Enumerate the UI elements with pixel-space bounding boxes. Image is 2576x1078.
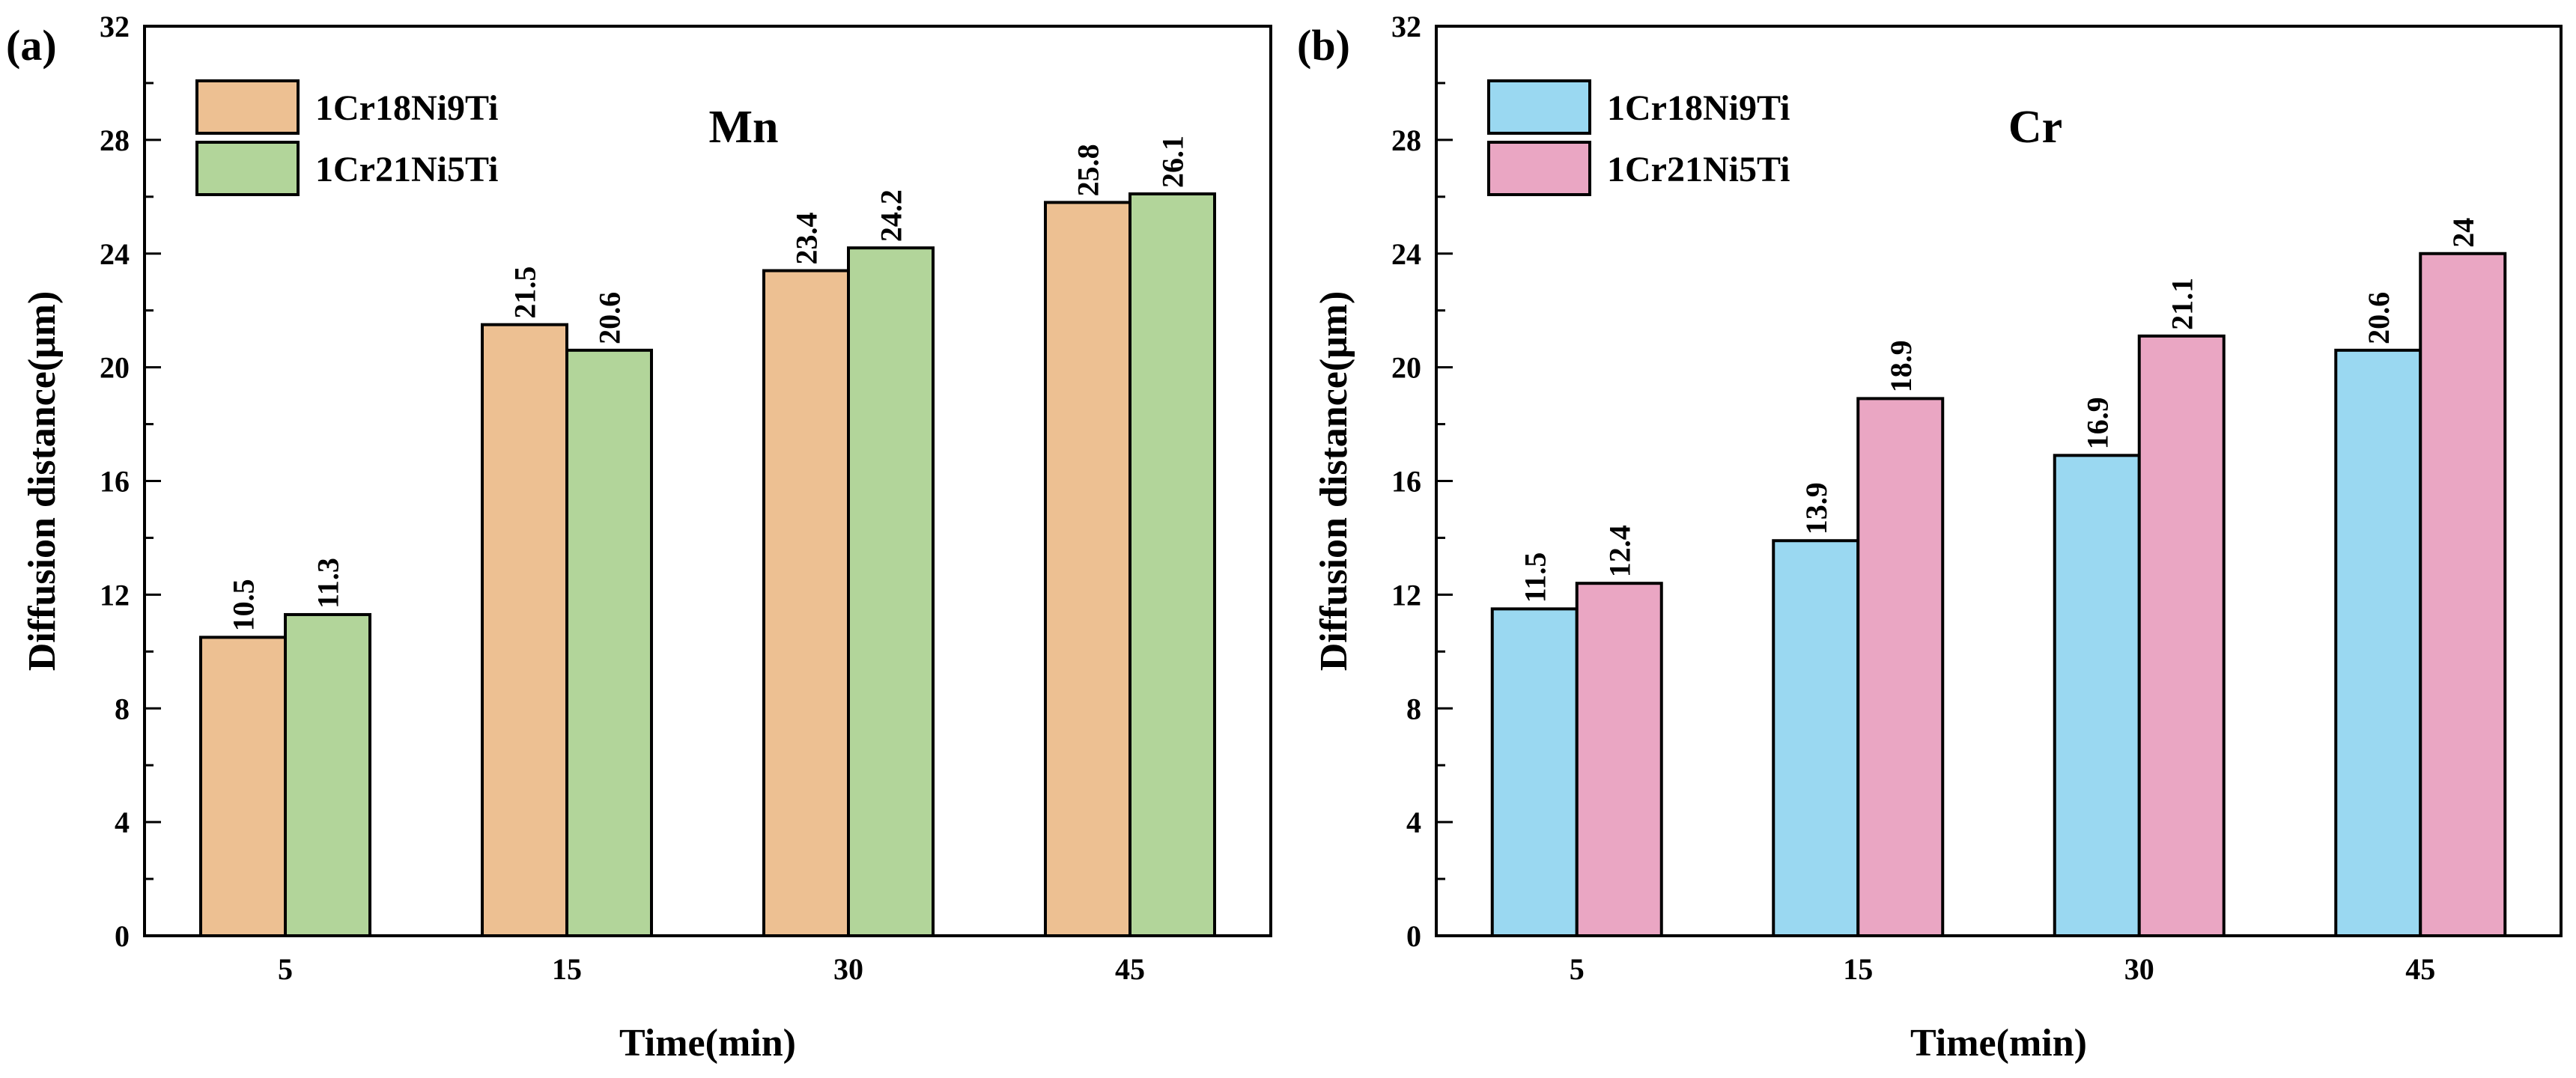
bar-1cr21ni5ti-45min xyxy=(1128,192,1216,937)
legend-label: 1Cr21Ni5Ti xyxy=(1607,150,1790,189)
bar-1cr18ni9ti-45min xyxy=(1044,201,1131,937)
bar-1cr18ni9ti-15min xyxy=(1772,539,1860,937)
bar-1cr21ni5ti-15min xyxy=(1856,397,1945,937)
y-tick-label: 32 xyxy=(1391,10,1421,43)
x-tick-label: 15 xyxy=(1843,952,1873,986)
x-tick-label: 5 xyxy=(1570,952,1585,986)
legend-label: 1Cr18Ni9Ti xyxy=(315,88,498,128)
bar-1cr18ni9ti-30min xyxy=(2053,454,2141,937)
y-tick-label: 20 xyxy=(1391,351,1421,385)
bar-value-label: 11.3 xyxy=(312,558,345,609)
bar-value-label: 10.5 xyxy=(227,579,261,631)
bar-1cr18ni9ti-45min xyxy=(2334,348,2422,937)
bar-value-label: 13.9 xyxy=(1799,482,1833,535)
x-tick-label: 5 xyxy=(278,952,293,986)
y-tick-label: 8 xyxy=(1406,692,1421,725)
y-axis-title: Diffusion distance(μm) xyxy=(1313,291,1355,672)
panel-label: (a) xyxy=(6,21,57,70)
bar-1cr21ni5ti-30min xyxy=(847,246,935,937)
y-axis-title: Diffusion distance(μm) xyxy=(21,291,64,672)
bar-value-label: 20.6 xyxy=(2362,292,2396,344)
bar-value-label: 25.8 xyxy=(1072,144,1105,196)
plot-frame xyxy=(143,25,1272,937)
bar-value-label: 26.1 xyxy=(1156,135,1190,188)
legend-swatch xyxy=(195,79,300,135)
bar-1cr21ni5ti-30min xyxy=(2137,334,2226,937)
y-tick-label: 32 xyxy=(100,10,130,43)
bar-1cr18ni9ti-15min xyxy=(481,323,568,937)
bar-value-label: 12.4 xyxy=(1603,525,1636,577)
plot-frame xyxy=(1435,25,2563,937)
y-tick-label: 28 xyxy=(100,124,130,157)
y-tick-label: 0 xyxy=(115,919,130,953)
panel-cr: 0 4 8 12 16 20 24 28 32 11.5 12.4 5 13.9 18.9 15 16.9 21… xyxy=(1297,10,2563,1065)
x-axis-title: Time(min) xyxy=(619,1022,796,1065)
bar-value-label: 11.5 xyxy=(1518,552,1552,603)
element-label: Mn xyxy=(709,102,779,153)
legend-swatch xyxy=(1487,79,1591,135)
panel-mn: 0 4 8 12 16 20 24 28 32 10.5 11.3 5 21.5 20.6 15 23.4 24… xyxy=(6,10,1272,1065)
y-tick-label: 16 xyxy=(100,465,130,499)
x-tick-label: 15 xyxy=(552,952,582,986)
x-axis-title: Time(min) xyxy=(1910,1022,2087,1065)
x-tick-label: 30 xyxy=(2124,952,2154,986)
bar-value-label: 20.6 xyxy=(593,292,627,344)
y-tick-label: 12 xyxy=(1391,578,1421,612)
bar-1cr18ni9ti-30min xyxy=(762,269,850,937)
bar-value-label: 21.1 xyxy=(2165,278,2199,330)
y-tick-label: 4 xyxy=(1406,806,1421,839)
legend-swatch xyxy=(1487,141,1591,196)
y-tick-label: 20 xyxy=(100,351,130,385)
bar-1cr18ni9ti-5min xyxy=(199,636,287,937)
bar-value-label: 16.9 xyxy=(2080,397,2114,449)
x-tick-label: 45 xyxy=(1115,952,1145,986)
bar-value-label: 21.5 xyxy=(508,267,542,319)
element-label: Cr xyxy=(2008,102,2062,153)
y-tick-label: 0 xyxy=(1406,919,1421,953)
x-tick-label: 30 xyxy=(833,952,863,986)
bar-value-label: 23.4 xyxy=(790,213,824,265)
y-tick-label: 12 xyxy=(100,578,130,612)
y-tick-label: 4 xyxy=(115,806,130,839)
legend-swatch xyxy=(195,141,300,196)
bar-1cr21ni5ti-5min xyxy=(1575,582,1663,937)
y-tick-label: 24 xyxy=(1391,237,1421,271)
y-tick-label: 28 xyxy=(1391,124,1421,157)
x-tick-label: 45 xyxy=(2405,952,2435,986)
bar-1cr21ni5ti-15min xyxy=(565,348,653,937)
y-tick-label: 24 xyxy=(100,237,130,271)
bar-value-label: 18.9 xyxy=(1884,340,1918,392)
legend-label: 1Cr21Ni5Ti xyxy=(315,150,498,189)
bar-1cr18ni9ti-5min xyxy=(1490,607,1579,937)
bar-1cr21ni5ti-5min xyxy=(284,612,371,937)
legend-label: 1Cr18Ni9Ti xyxy=(1607,88,1790,128)
bar-1cr21ni5ti-45min xyxy=(2419,252,2507,937)
y-tick-label: 8 xyxy=(115,692,130,725)
y-tick-label: 16 xyxy=(1391,465,1421,499)
bar-value-label: 24 xyxy=(2446,218,2480,248)
panel-label: (b) xyxy=(1297,21,1350,70)
bar-value-label: 24.2 xyxy=(875,189,908,242)
